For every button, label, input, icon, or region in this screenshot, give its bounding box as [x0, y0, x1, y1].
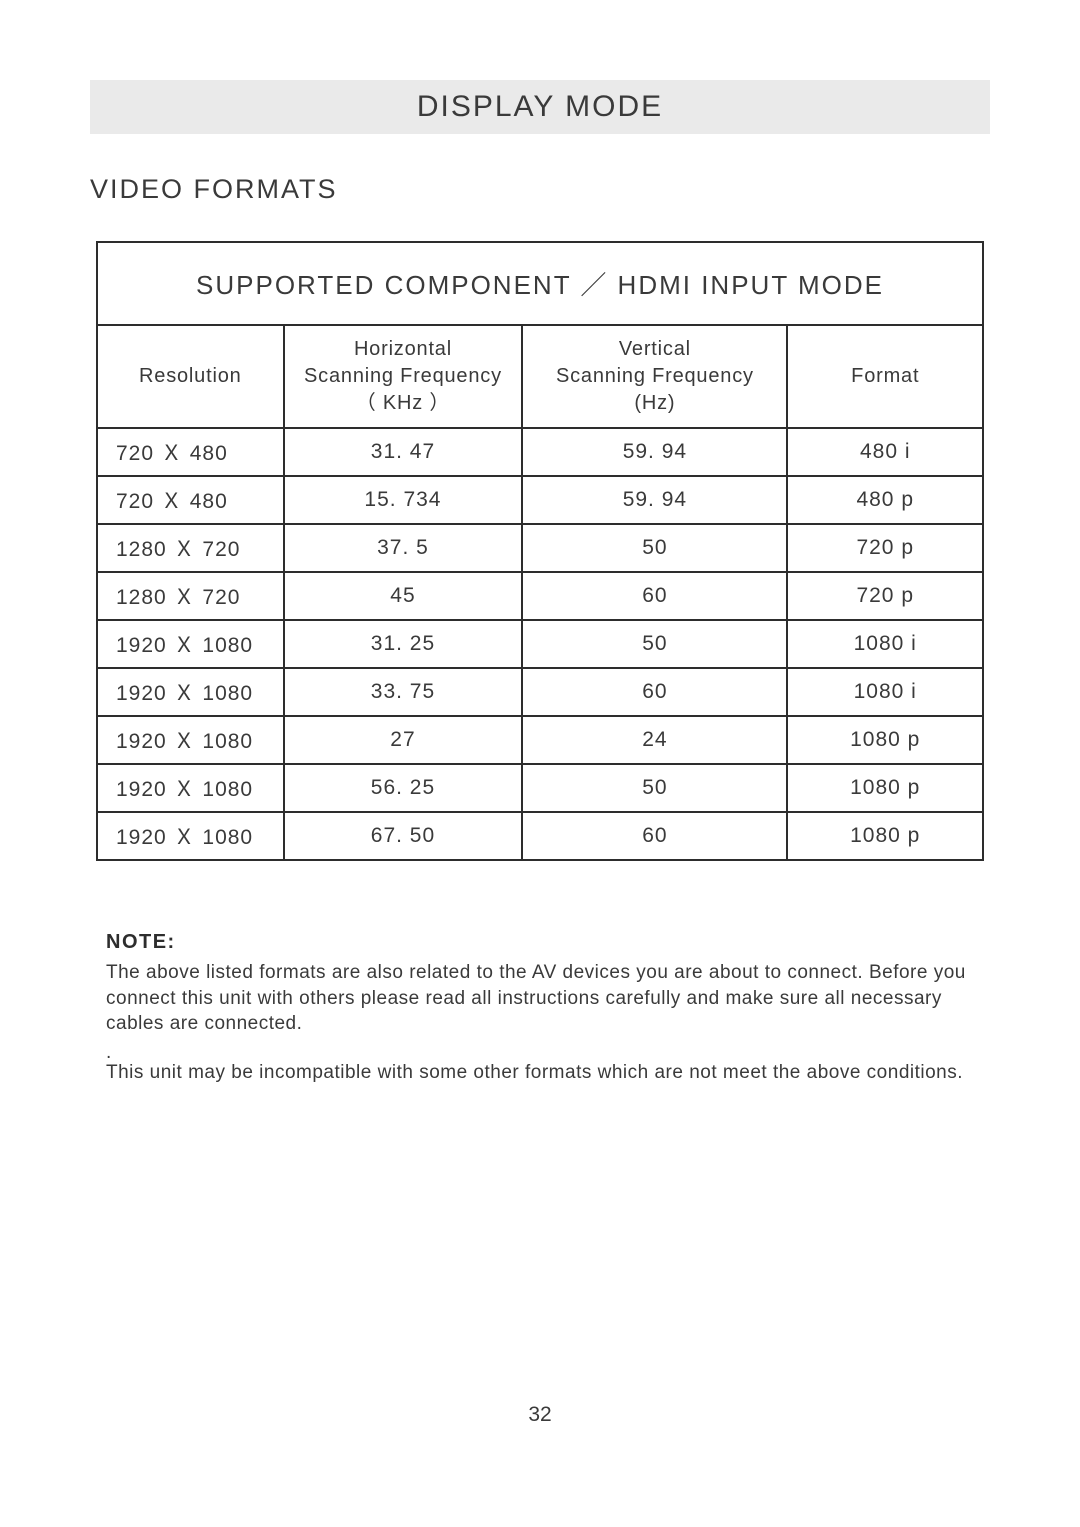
- cell-format: 480 p: [787, 476, 982, 524]
- table-row: 1920 Ｘ 1080 33. 75 60 1080 i: [98, 668, 982, 716]
- page-title: DISPLAY MODE: [417, 90, 663, 124]
- cell-hfreq: 56. 25: [284, 764, 523, 812]
- cell-format: 1080 i: [787, 620, 982, 668]
- cell-hfreq: 33. 75: [284, 668, 523, 716]
- table: Resolution HorizontalScanning Frequency（…: [98, 326, 982, 859]
- cell-format: 1080 p: [787, 764, 982, 812]
- table-row: 1920 Ｘ 1080 56. 25 50 1080 p: [98, 764, 982, 812]
- col-hfreq: HorizontalScanning Frequency（ KHz ）: [284, 326, 523, 428]
- cell-hfreq: 31. 25: [284, 620, 523, 668]
- cell-hfreq: 27: [284, 716, 523, 764]
- note-heading: NOTE:: [106, 931, 978, 954]
- table-row: 720 Ｘ 480 15. 734 59. 94 480 p: [98, 476, 982, 524]
- cell-vfreq: 50: [522, 524, 787, 572]
- cell-hfreq: 67. 50: [284, 812, 523, 859]
- cell-resolution: 1920 Ｘ 1080: [98, 764, 284, 812]
- cell-resolution: 1920 Ｘ 1080: [98, 668, 284, 716]
- cell-format: 1080 p: [787, 716, 982, 764]
- cell-format: 1080 i: [787, 668, 982, 716]
- table-row: 720 Ｘ 480 31. 47 59. 94 480 i: [98, 428, 982, 476]
- note-paragraph-2: This unit may be incompatible with some …: [106, 1060, 978, 1086]
- table-row: 1280 Ｘ 720 37. 5 50 720 p: [98, 524, 982, 572]
- cell-vfreq: 60: [522, 572, 787, 620]
- page-number: 32: [0, 1403, 1080, 1427]
- cell-resolution: 1920 Ｘ 1080: [98, 716, 284, 764]
- note-block: NOTE: The above listed formats are also …: [90, 931, 990, 1086]
- table-row: 1920 Ｘ 1080 31. 25 50 1080 i: [98, 620, 982, 668]
- cell-hfreq: 31. 47: [284, 428, 523, 476]
- cell-format: 1080 p: [787, 812, 982, 859]
- page: DISPLAY MODE VIDEO FORMATS SUPPORTED COM…: [0, 0, 1080, 1527]
- note-separator-dot: .: [106, 1047, 978, 1058]
- cell-vfreq: 59. 94: [522, 428, 787, 476]
- table-row: 1920 Ｘ 1080 27 24 1080 p: [98, 716, 982, 764]
- cell-format: 480 i: [787, 428, 982, 476]
- cell-resolution: 1280 Ｘ 720: [98, 572, 284, 620]
- col-format: Format: [787, 326, 982, 428]
- cell-vfreq: 24: [522, 716, 787, 764]
- cell-format: 720 p: [787, 572, 982, 620]
- section-title: VIDEO FORMATS: [90, 174, 990, 205]
- cell-hfreq: 37. 5: [284, 524, 523, 572]
- col-resolution: Resolution: [98, 326, 284, 428]
- cell-resolution: 1280 Ｘ 720: [98, 524, 284, 572]
- cell-hfreq: 45: [284, 572, 523, 620]
- cell-resolution: 1920 Ｘ 1080: [98, 812, 284, 859]
- cell-vfreq: 50: [522, 764, 787, 812]
- cell-hfreq: 15. 734: [284, 476, 523, 524]
- cell-vfreq: 59. 94: [522, 476, 787, 524]
- cell-resolution: 1920 Ｘ 1080: [98, 620, 284, 668]
- cell-format: 720 p: [787, 524, 982, 572]
- table-caption: SUPPORTED COMPONENT ／ HDMI INPUT MODE: [98, 243, 982, 326]
- table-row: 1280 Ｘ 720 45 60 720 p: [98, 572, 982, 620]
- col-vfreq: VerticalScanning Frequency(Hz): [522, 326, 787, 428]
- note-paragraph-1: The above listed formats are also relate…: [106, 960, 978, 1037]
- title-bar: DISPLAY MODE: [90, 80, 990, 134]
- cell-vfreq: 60: [522, 668, 787, 716]
- cell-resolution: 720 Ｘ 480: [98, 428, 284, 476]
- table-header-row: Resolution HorizontalScanning Frequency（…: [98, 326, 982, 428]
- cell-vfreq: 50: [522, 620, 787, 668]
- table-row: 1920 Ｘ 1080 67. 50 60 1080 p: [98, 812, 982, 859]
- cell-resolution: 720 Ｘ 480: [98, 476, 284, 524]
- cell-vfreq: 60: [522, 812, 787, 859]
- formats-table: SUPPORTED COMPONENT ／ HDMI INPUT MODE Re…: [96, 241, 984, 861]
